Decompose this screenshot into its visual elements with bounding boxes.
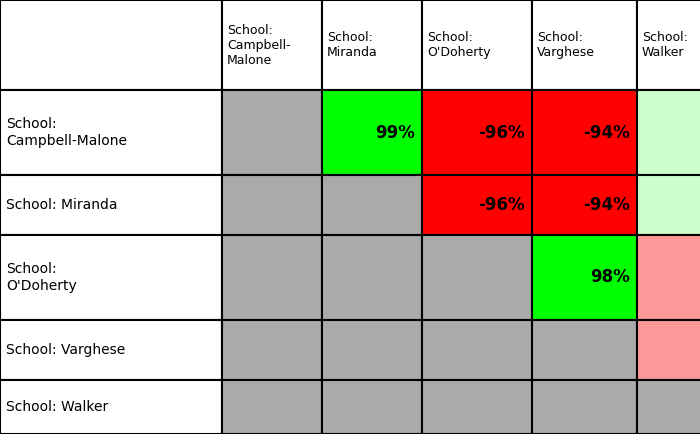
- Bar: [0, 320, 222, 380]
- Text: 99%: 99%: [375, 124, 415, 141]
- Bar: [637, 0, 700, 90]
- Bar: [422, 0, 532, 90]
- Bar: [222, 320, 322, 380]
- Bar: [322, 235, 422, 320]
- Bar: [222, 235, 322, 320]
- Text: School:
Campbell-Malone: School: Campbell-Malone: [6, 118, 127, 148]
- Text: School:
Varghese: School: Varghese: [537, 31, 595, 59]
- Bar: [637, 235, 700, 320]
- Text: School:
O'Doherty: School: O'Doherty: [6, 263, 77, 293]
- Bar: [532, 320, 637, 380]
- Bar: [637, 175, 700, 235]
- Bar: [0, 235, 222, 320]
- Text: -94%: -94%: [583, 196, 630, 214]
- Bar: [422, 175, 532, 235]
- Bar: [0, 175, 222, 235]
- Bar: [422, 235, 532, 320]
- Text: School:
Miranda: School: Miranda: [327, 31, 378, 59]
- Text: 98%: 98%: [590, 269, 630, 286]
- Text: School: Walker: School: Walker: [6, 400, 108, 414]
- Bar: [222, 90, 322, 175]
- Bar: [222, 175, 322, 235]
- Bar: [0, 90, 222, 175]
- Bar: [422, 320, 532, 380]
- Bar: [322, 175, 422, 235]
- Bar: [637, 90, 700, 175]
- Bar: [322, 90, 422, 175]
- Text: School:
O'Doherty: School: O'Doherty: [427, 31, 491, 59]
- Bar: [637, 380, 700, 434]
- Bar: [532, 380, 637, 434]
- Bar: [0, 380, 222, 434]
- Bar: [532, 235, 637, 320]
- Bar: [532, 0, 637, 90]
- Bar: [322, 0, 422, 90]
- Text: -94%: -94%: [583, 124, 630, 141]
- Bar: [222, 380, 322, 434]
- Bar: [322, 320, 422, 380]
- Text: School: Varghese: School: Varghese: [6, 343, 125, 357]
- Bar: [532, 175, 637, 235]
- Bar: [637, 320, 700, 380]
- Bar: [0, 0, 222, 90]
- Bar: [422, 380, 532, 434]
- Bar: [322, 380, 422, 434]
- Bar: [222, 0, 322, 90]
- Text: -96%: -96%: [478, 196, 525, 214]
- Text: School:
Campbell-
Malone: School: Campbell- Malone: [227, 23, 290, 66]
- Text: School: Miranda: School: Miranda: [6, 198, 118, 212]
- Text: School:
Walker: School: Walker: [642, 31, 688, 59]
- Bar: [532, 90, 637, 175]
- Bar: [422, 90, 532, 175]
- Text: -96%: -96%: [478, 124, 525, 141]
